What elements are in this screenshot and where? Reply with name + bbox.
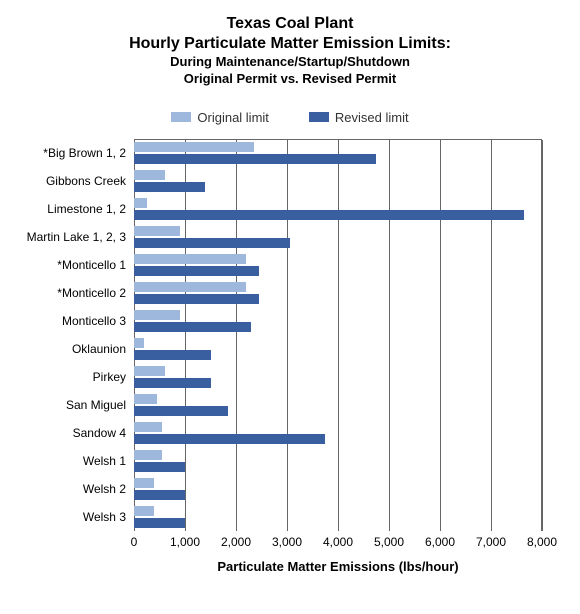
grid-line xyxy=(338,140,339,531)
legend-item-original: Original limit xyxy=(171,110,269,125)
legend-label-original: Original limit xyxy=(197,110,269,125)
bar-revised xyxy=(134,322,251,332)
category-label: Pirkey xyxy=(93,370,134,384)
bar-revised xyxy=(134,182,205,192)
category-label: Gibbons Creek xyxy=(46,174,134,188)
bar-original xyxy=(134,226,180,236)
category-label: Oklaunion xyxy=(72,342,134,356)
bar-revised xyxy=(134,294,259,304)
bar-revised xyxy=(134,378,211,388)
x-tick-label: 0 xyxy=(131,535,138,549)
bar-original xyxy=(134,310,180,320)
grid-line xyxy=(491,140,492,531)
category-label: Sandow 4 xyxy=(73,426,134,440)
grid-line xyxy=(440,140,441,531)
category-label: *Big Brown 1, 2 xyxy=(43,146,134,160)
legend-swatch-revised xyxy=(309,112,329,122)
bar-revised xyxy=(134,210,524,220)
grid-line xyxy=(542,140,543,531)
bar-original xyxy=(134,506,154,516)
bar-original xyxy=(134,170,165,180)
bar-original xyxy=(134,198,147,208)
grid-line xyxy=(287,140,288,531)
bar-original xyxy=(134,254,246,264)
category-label: Welsh 3 xyxy=(83,510,134,524)
category-label: Martin Lake 1, 2, 3 xyxy=(27,230,134,244)
bar-original xyxy=(134,478,154,488)
bar-revised xyxy=(134,350,211,360)
legend: Original limit Revised limit xyxy=(18,110,562,125)
legend-item-revised: Revised limit xyxy=(309,110,409,125)
legend-swatch-original xyxy=(171,112,191,122)
category-label: Welsh 1 xyxy=(83,454,134,468)
category-label: Welsh 2 xyxy=(83,482,134,496)
bar-original xyxy=(134,282,246,292)
x-tick-label: 2,000 xyxy=(221,535,251,549)
category-label: San Miguel xyxy=(66,398,134,412)
bar-original xyxy=(134,422,162,432)
grid-line xyxy=(389,140,390,531)
x-tick-label: 7,000 xyxy=(476,535,506,549)
x-axis-label: Particulate Matter Emissions (lbs/hour) xyxy=(134,559,542,574)
grid xyxy=(134,139,542,531)
category-label: *Monticello 1 xyxy=(57,258,134,272)
x-axis-ticks: 01,0002,0003,0004,0005,0006,0007,0008,00… xyxy=(134,535,542,551)
bar-revised xyxy=(134,462,185,472)
chart-title-line-1: Texas Coal Plant xyxy=(18,14,562,34)
title-block: Texas Coal Plant Hourly Particulate Matt… xyxy=(18,14,562,88)
chart-subtitle-line-1: During Maintenance/Startup/Shutdown xyxy=(18,54,562,71)
bar-revised xyxy=(134,406,228,416)
category-label: Monticello 3 xyxy=(62,314,134,328)
bar-original xyxy=(134,142,254,152)
chart-container: Texas Coal Plant Hourly Particulate Matt… xyxy=(0,0,580,614)
bar-original xyxy=(134,394,157,404)
plot-area: 01,0002,0003,0004,0005,0006,0007,0008,00… xyxy=(134,139,542,557)
bar-original xyxy=(134,450,162,460)
x-tick-label: 1,000 xyxy=(170,535,200,549)
bar-revised xyxy=(134,434,325,444)
bar-revised xyxy=(134,238,290,248)
chart-title-line-2: Hourly Particulate Matter Emission Limit… xyxy=(18,34,562,54)
x-tick-label: 8,000 xyxy=(527,535,557,549)
x-tick-label: 6,000 xyxy=(425,535,455,549)
bar-original xyxy=(134,338,144,348)
bar-revised xyxy=(134,266,259,276)
bar-revised xyxy=(134,154,376,164)
x-tick-label: 3,000 xyxy=(272,535,302,549)
x-tick-label: 5,000 xyxy=(374,535,404,549)
grid-line xyxy=(236,140,237,531)
bar-revised xyxy=(134,490,185,500)
grid-line xyxy=(185,140,186,531)
category-label: Limestone 1, 2 xyxy=(47,202,134,216)
bar-original xyxy=(134,366,165,376)
chart-subtitle-line-2: Original Permit vs. Revised Permit xyxy=(18,71,562,88)
bar-revised xyxy=(134,518,185,528)
legend-label-revised: Revised limit xyxy=(335,110,409,125)
category-label: *Monticello 2 xyxy=(57,286,134,300)
x-tick-label: 4,000 xyxy=(323,535,353,549)
